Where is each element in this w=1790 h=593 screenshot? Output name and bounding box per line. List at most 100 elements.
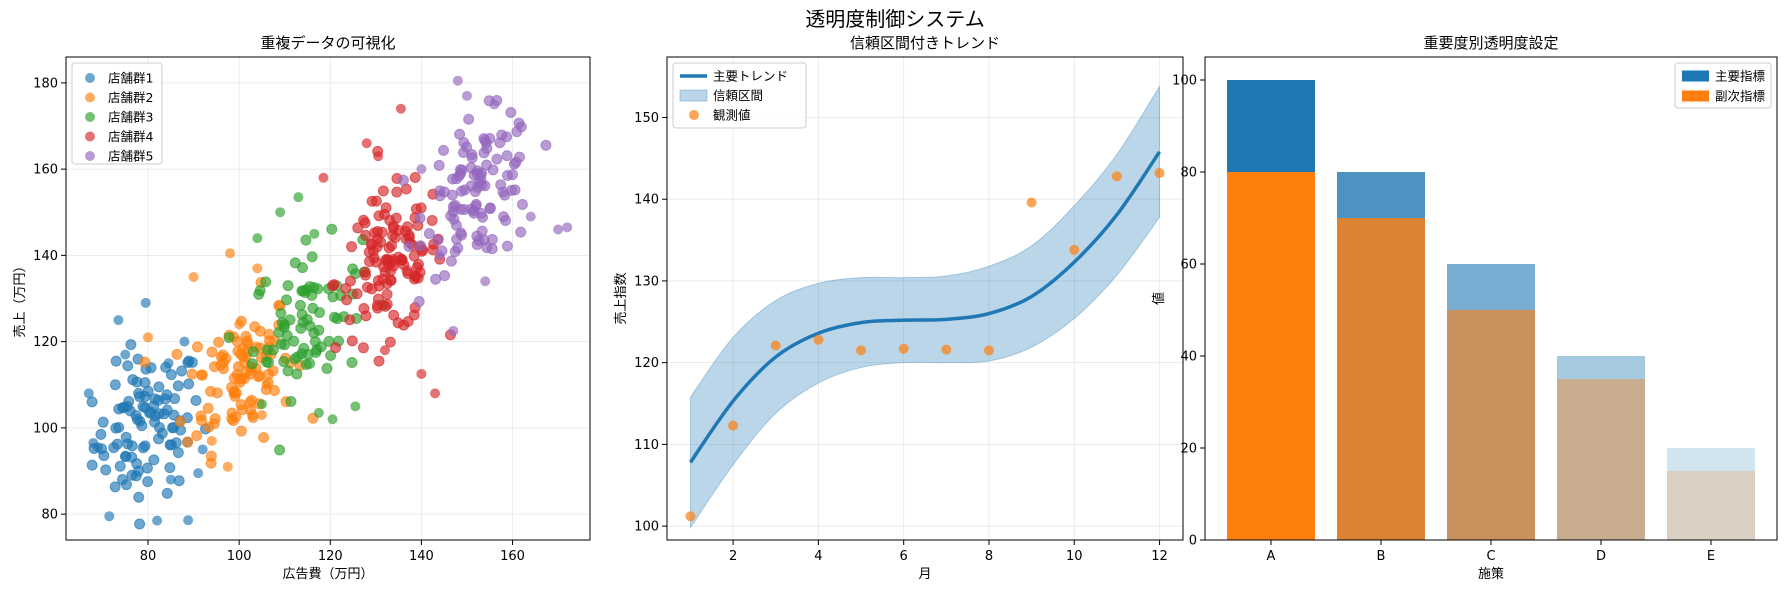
legend: 店舗群1 店舗群2 店舗群3 店舗群4 店舗群5 [71,62,163,165]
data-point [252,263,263,274]
data-point [372,302,384,314]
data-point [346,241,358,253]
data-point [111,438,123,450]
observed-point [898,343,909,354]
data-point [474,169,486,181]
x-tick-label: D [1596,549,1606,564]
data-point [350,401,361,412]
data-point [183,378,195,390]
data-point [130,409,142,421]
data-point [484,203,496,215]
legend-marker [85,73,95,83]
data-point [373,355,385,367]
data-point [409,171,421,183]
data-point [412,272,424,284]
data-point [206,435,217,446]
data-point [281,329,293,341]
data-point [309,228,320,239]
chart-title: 重要度別透明度設定 [1423,34,1558,52]
legend-label: 副次指標 [1715,89,1766,104]
data-point [139,356,151,368]
observed-point [1069,244,1080,255]
observed-point [728,420,739,431]
data-point [186,368,198,380]
y-tick-label: 20 [1180,442,1197,457]
data-point [182,436,194,448]
data-point [263,368,275,380]
data-point [505,106,517,118]
data-point [359,266,371,278]
data-point [513,151,525,163]
x-tick-label: 12 [1151,549,1168,564]
data-point [203,421,215,433]
y-axis-label: 売上（万円） [12,259,28,337]
bar-primary [1667,448,1755,540]
data-point [438,144,450,156]
data-point [83,388,94,399]
data-point [143,332,154,343]
data-point [230,387,242,399]
data-point [426,215,438,227]
x-tick-label: 80 [140,549,157,564]
y-tick-label: 110 [634,438,659,453]
data-point [222,461,233,472]
data-point [486,243,498,255]
y-tick-label: 130 [634,274,659,289]
legend-marker [85,112,95,122]
data-point [120,349,131,360]
data-point [193,468,204,479]
data-point [540,139,552,151]
data-point [415,240,427,252]
data-point [351,288,363,300]
data-point [110,422,122,434]
observed-point [813,334,824,345]
x-axis-label: 月 [918,567,931,582]
legend-label: 主要トレンド [713,69,788,84]
data-point [293,192,304,203]
data-point [516,199,528,211]
data-point [346,335,358,347]
data-point [140,297,151,308]
observed-point [1026,197,1037,208]
data-point [164,462,176,474]
data-point [388,309,400,321]
data-point [249,321,261,333]
x-tick-label: 160 [500,549,525,564]
data-point [413,295,425,307]
data-point [179,336,190,347]
chart-title: 信頼区間付きトレンド [850,34,1000,52]
data-point [445,210,457,222]
data-point [340,283,352,295]
data-point [361,138,372,149]
data-point [142,476,154,488]
data-point [110,355,122,367]
data-point [172,380,184,392]
data-point [468,205,480,217]
data-point [246,394,258,406]
legend-frame [672,62,807,129]
bar-secondary [1447,310,1535,540]
data-point [188,271,199,282]
data-point [385,274,397,286]
data-point [196,369,208,381]
data-point [379,345,390,356]
data-point [511,126,523,138]
data-point [463,113,475,125]
data-point [452,75,463,86]
data-point [495,179,507,191]
data-point [161,389,173,401]
data-point [515,226,527,238]
legend-marker [679,89,708,102]
data-point [206,346,218,358]
y-tick-label: 140 [33,249,58,264]
data-point [344,314,356,326]
x-tick-label: E [1707,549,1715,564]
data-point [398,319,410,331]
data-point [433,159,445,171]
data-point [139,377,151,389]
bar-secondary [1227,172,1315,540]
data-point [403,229,415,241]
x-tick-label: C [1486,549,1495,564]
trend-line [689,150,1161,464]
